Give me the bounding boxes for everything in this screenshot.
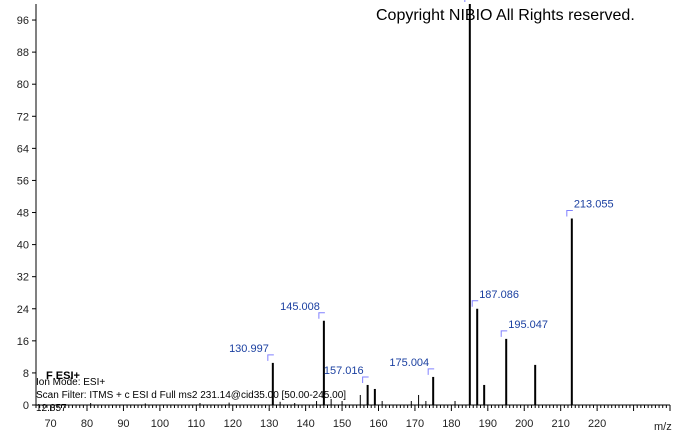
y-tick-label: 40 <box>17 240 29 252</box>
tick-labels: 0 8 16 24 32 40 48 56 64 72 80 88 96 70 80 90 100 110 120 1… <box>17 15 607 430</box>
peak-label: 157.016 <box>324 365 364 377</box>
x-tick-label: 110 <box>188 418 206 430</box>
y-tick-label: 56 <box>17 175 29 187</box>
copyright-text: Copyright NIBIO All Rights reserved. <box>376 7 635 24</box>
x-tick-label: 190 <box>479 418 497 430</box>
x-tick-label: 170 <box>406 418 424 430</box>
x-tick-label: 70 <box>44 418 56 430</box>
peak-label: 195.047 <box>508 319 548 331</box>
peak-label: 187.086 <box>479 289 519 301</box>
peak-label: 175.004 <box>389 357 429 369</box>
x-tick-label: 220 <box>588 418 606 430</box>
peak-label-marker <box>500 330 508 337</box>
peak-label-marker <box>464 0 466 2</box>
scan-filter: Scan Filter: ITMS + c ESI d Full ms2 231… <box>36 390 346 401</box>
y-tick-label: 8 <box>23 368 29 380</box>
x-tick-label: 210 <box>552 418 570 430</box>
x-tick-label: 80 <box>81 418 93 430</box>
x-tick-label: 140 <box>296 418 314 430</box>
x-tick-label: 100 <box>151 418 169 430</box>
axis-layer <box>32 4 671 411</box>
x-tick-label: 160 <box>369 418 387 430</box>
x-axis-label: m/z <box>654 421 672 433</box>
peak-label: 213.055 <box>574 199 614 211</box>
peak-label-marker <box>566 210 573 217</box>
x-tick-label: 180 <box>442 418 460 430</box>
x-tick-label: 120 <box>224 418 242 430</box>
peak-labels: 130.997145.008157.016175.004185.061187.0… <box>229 0 614 383</box>
peak-label: 145.008 <box>280 301 320 313</box>
x-tick-label: 150 <box>333 418 351 430</box>
y-tick-label: 64 <box>17 143 29 155</box>
peak-label-marker <box>267 354 274 361</box>
x-tick-label: 130 <box>260 418 278 430</box>
peaks-layer <box>90 4 573 405</box>
y-tick-label: 72 <box>17 111 29 123</box>
y-tick-label: 88 <box>17 47 29 59</box>
peak-label-marker <box>362 376 369 383</box>
retention-label: 12.857 <box>36 403 67 414</box>
x-tick-label: 200 <box>515 418 533 430</box>
ion-mode: Ion Mode: ESI+ <box>36 377 105 388</box>
scan-mode: F ESI+ <box>46 370 80 382</box>
y-tick-label: 16 <box>17 336 29 348</box>
peak-label-marker <box>471 300 479 307</box>
y-tick-label: 32 <box>17 272 29 284</box>
y-tick-label: 0 <box>23 400 29 412</box>
peak-label: 130.997 <box>229 343 269 355</box>
y-tick-label: 24 <box>17 304 29 316</box>
peak-label-marker <box>318 312 325 319</box>
y-tick-label: 96 <box>17 15 29 27</box>
peak-label-marker <box>427 368 435 375</box>
y-tick-label: 80 <box>17 79 29 91</box>
x-tick-label: 90 <box>117 418 129 430</box>
y-tick-label: 48 <box>17 208 29 220</box>
